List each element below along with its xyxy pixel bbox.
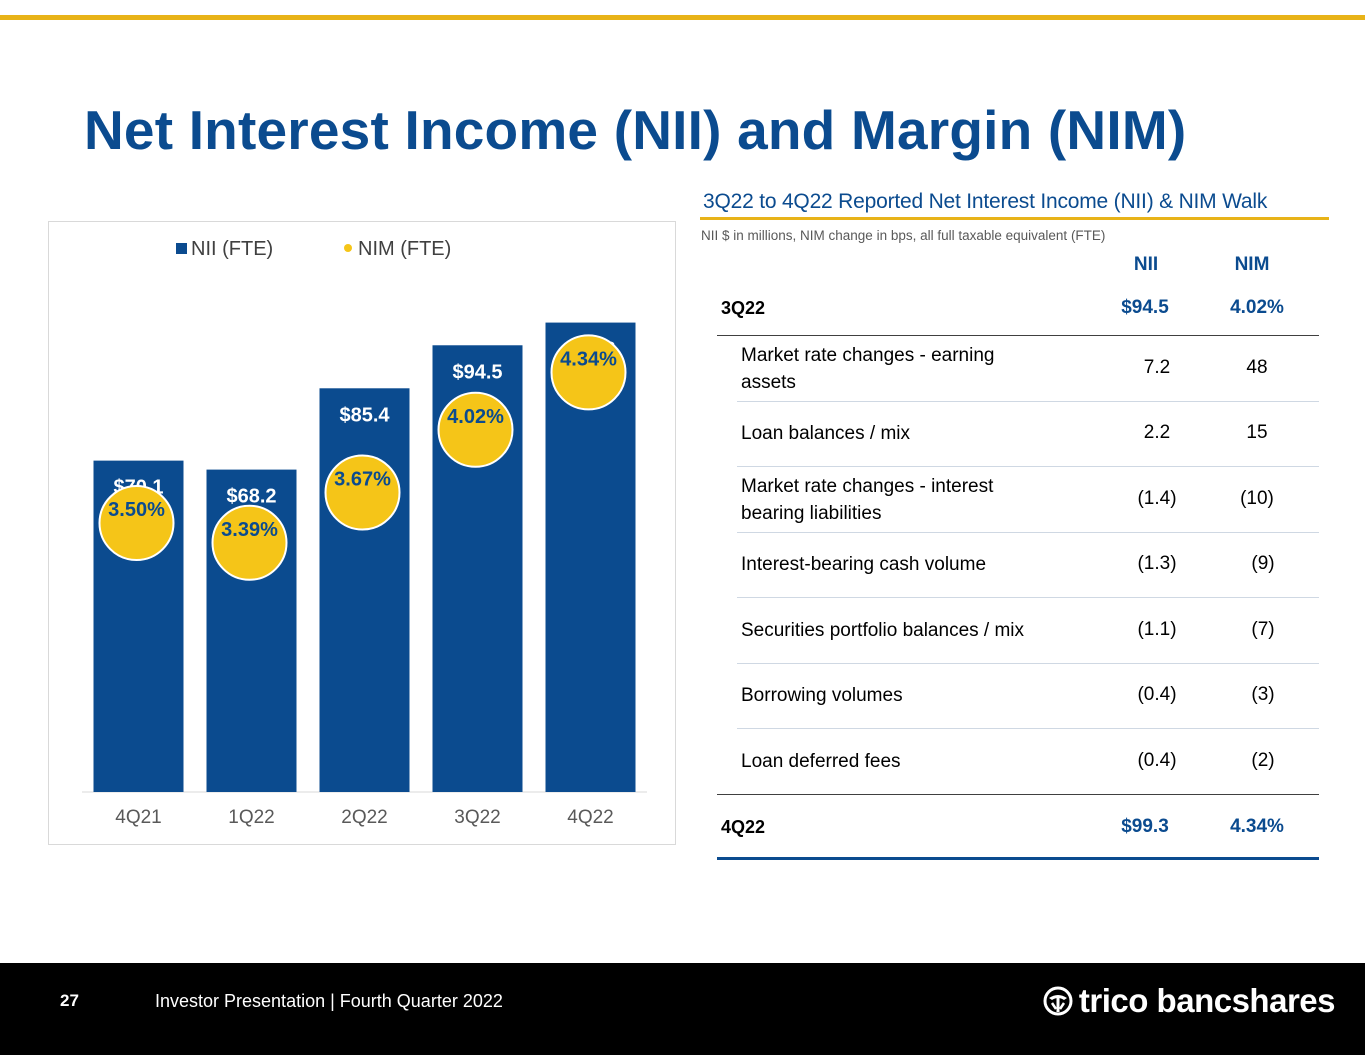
walk-row: Interest-bearing cash volume (1.3) (9) bbox=[717, 551, 1319, 581]
walk-end-divider bbox=[717, 794, 1319, 795]
walk-row-nim: (3) bbox=[1251, 684, 1275, 705]
walk-row-divider bbox=[737, 401, 1319, 402]
walk-start-divider bbox=[717, 335, 1319, 336]
footer-text: Investor Presentation | Fourth Quarter 2… bbox=[155, 991, 503, 1011]
x-tick-label: 4Q22 bbox=[567, 807, 613, 828]
chart-frame bbox=[48, 221, 676, 845]
walk-row: Loan deferred fees (0.4) (2) bbox=[717, 748, 1319, 778]
walk-row-label: Loan balances / mix bbox=[741, 423, 910, 444]
nii-bar bbox=[319, 388, 410, 792]
walk-row-divider bbox=[737, 532, 1319, 533]
legend-dot-swatch bbox=[344, 244, 352, 252]
walk-row-nii: 2.2 bbox=[1143, 422, 1171, 443]
x-tick-label: 3Q22 bbox=[454, 807, 500, 828]
walk-end-row: 4Q22 $99.3 4.34% bbox=[717, 814, 1319, 844]
walk-start-nii: $94.5 bbox=[1121, 297, 1169, 318]
nim-point-label: 3.39% bbox=[221, 519, 278, 541]
walk-row-nim: 48 bbox=[1246, 357, 1268, 378]
nii-bar-label: $85.4 bbox=[339, 404, 390, 426]
walk-row-nii: (0.4) bbox=[1137, 750, 1177, 771]
footer-bar: 27 Investor Presentation | Fourth Quarte… bbox=[0, 963, 1365, 1055]
walk-row-label: Interest-bearing cash volume bbox=[741, 554, 987, 575]
legend-label-nim: NIM (FTE) bbox=[358, 238, 452, 260]
legend-label-nii: NII (FTE) bbox=[191, 238, 274, 260]
walk-title-rule bbox=[700, 217, 1329, 220]
walk-row-nim: 15 bbox=[1246, 422, 1268, 443]
walk-row-nii: (1.1) bbox=[1137, 619, 1177, 640]
walk-end-label: 4Q22 bbox=[721, 817, 766, 837]
chart-legend: NII (FTE) NIM (FTE) bbox=[0, 238, 1365, 262]
walk-row-nii: (1.4) bbox=[1137, 488, 1177, 509]
walk-row-nim: (10) bbox=[1240, 488, 1274, 509]
nim-point-label: 3.67% bbox=[334, 469, 391, 491]
walk-row-divider bbox=[737, 728, 1319, 729]
walk-row-nii: 7.2 bbox=[1143, 357, 1171, 378]
x-tick-label: 2Q22 bbox=[341, 807, 387, 828]
walk-row-nii: (1.3) bbox=[1137, 553, 1177, 574]
x-tick-label: 1Q22 bbox=[228, 807, 274, 828]
walk-row-label: Market rate changes - earning assets bbox=[741, 345, 995, 393]
nii-bar-label: $68.2 bbox=[226, 486, 276, 508]
walk-row-label: Market rate changes - interest bearing l… bbox=[741, 476, 994, 524]
nim-point bbox=[211, 504, 288, 581]
nii-bar-label: $94.5 bbox=[452, 361, 502, 383]
legend-item-nii: NII (FTE) bbox=[176, 238, 273, 261]
walk-start-row: 3Q22 $94.5 4.02% bbox=[717, 294, 1319, 334]
walk-row: Loan balances / mix 2.2 15 bbox=[717, 420, 1319, 450]
legend-bar-swatch bbox=[176, 243, 187, 254]
page-number: 27 bbox=[60, 991, 79, 1010]
walk-row: Borrowing volumes (0.4) (3) bbox=[717, 682, 1319, 712]
nim-point-label: 4.34% bbox=[560, 348, 617, 370]
walk-row-label: Borrowing volumes bbox=[741, 685, 903, 706]
walk-row-label: Securities portfolio balances / mix bbox=[741, 620, 1025, 641]
walk-row-label: Loan deferred fees bbox=[741, 751, 901, 772]
walk-row-nim: (7) bbox=[1251, 619, 1275, 640]
walk-row-nim: (9) bbox=[1251, 553, 1275, 574]
nim-point bbox=[98, 485, 175, 562]
walk-start-label: 3Q22 bbox=[721, 298, 766, 318]
walk-row-divider bbox=[737, 663, 1319, 664]
nim-point bbox=[550, 334, 627, 411]
walk-title: 3Q22 to 4Q22 Reported Net Interest Incom… bbox=[703, 190, 1268, 213]
walk-bottom-rule bbox=[717, 857, 1319, 860]
walk-row-divider bbox=[737, 597, 1319, 598]
walk-row: Securities portfolio balances / mix (1.1… bbox=[717, 617, 1319, 647]
top-accent-rule bbox=[0, 15, 1365, 20]
column-header-nim: NIM bbox=[1234, 254, 1270, 275]
walk-row-divider bbox=[737, 466, 1319, 467]
nii-nim-chart: $70.14Q213.50%$68.21Q223.39%$85.42Q223.6… bbox=[82, 322, 647, 828]
x-tick-label: 4Q21 bbox=[115, 807, 161, 828]
page-title: Net Interest Income (NII) and Margin (NI… bbox=[84, 99, 1187, 161]
walk-row: Market rate changes - interest bearing l… bbox=[717, 473, 1319, 529]
walk-start-nim: 4.02% bbox=[1230, 297, 1284, 318]
walk-end-nii: $99.3 bbox=[1121, 816, 1169, 837]
walk-row-nim: (2) bbox=[1251, 750, 1275, 771]
nim-point-label: 4.02% bbox=[447, 406, 504, 428]
walk-end-nim: 4.34% bbox=[1230, 816, 1284, 837]
brand-mark-icon bbox=[1043, 986, 1073, 1016]
nim-point bbox=[437, 391, 514, 468]
legend-item-nim: NIM (FTE) bbox=[344, 238, 451, 261]
nim-point bbox=[324, 454, 401, 531]
column-header-nii: NII bbox=[1133, 254, 1159, 275]
walk-note: NII $ in millions, NIM change in bps, al… bbox=[701, 228, 1106, 243]
walk-row: Market rate changes - earning assets 7.2… bbox=[717, 342, 1319, 398]
nim-point-label: 3.50% bbox=[108, 499, 165, 521]
brand-name: trico bancshares bbox=[1078, 982, 1336, 1019]
walk-row-nii: (0.4) bbox=[1137, 684, 1177, 705]
brand-logo: trico bancshares bbox=[1043, 981, 1336, 1021]
